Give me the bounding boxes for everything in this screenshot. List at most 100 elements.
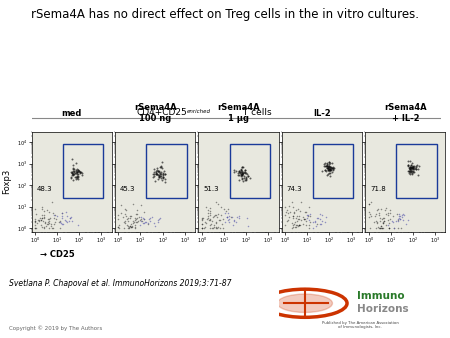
Point [395,213,402,219]
Point [137,216,144,222]
Point [326,167,333,172]
Point [242,170,249,175]
Point [198,225,205,231]
Point [316,211,323,217]
Point [297,209,304,214]
Point [235,170,243,175]
Point [206,217,213,222]
Point [217,204,225,209]
Point [75,168,82,173]
Point [68,170,75,176]
Point [370,220,377,225]
Point [115,225,122,230]
Point [410,165,417,170]
Point [131,217,138,223]
Point [40,218,47,224]
Text: rSema4A: rSema4A [384,102,427,112]
Point [207,208,214,213]
Point [321,164,328,169]
Point [145,221,152,227]
Point [131,225,139,231]
Point [152,171,159,176]
Point [302,218,309,224]
Point [73,169,80,174]
Point [156,170,163,176]
Point [365,201,372,206]
Point [371,214,378,219]
Point [306,204,313,210]
Point [239,164,246,170]
Point [37,218,44,223]
Point [322,169,329,174]
Point [289,204,297,210]
Point [282,222,289,227]
Point [390,219,397,225]
Point [326,173,333,178]
Point [153,169,160,174]
Point [410,163,417,168]
Point [328,169,335,174]
Point [36,215,44,220]
Point [325,166,333,171]
Point [325,164,333,169]
Text: IL-2: IL-2 [313,109,331,118]
Point [324,165,331,170]
Point [324,164,332,169]
Point [235,213,243,219]
Point [206,213,213,218]
Point [75,176,82,182]
Point [408,163,415,168]
Point [391,225,398,231]
Point [230,217,237,222]
Point [379,220,387,226]
Point [326,160,333,165]
Point [146,218,153,223]
Point [409,165,416,170]
Point [41,215,48,221]
Point [68,170,75,175]
Point [153,165,160,170]
Point [70,167,77,172]
Point [121,220,128,226]
Point [396,211,403,217]
Point [241,167,248,172]
Point [70,169,77,174]
Point [40,225,47,231]
Point [297,200,304,205]
Bar [230,144,270,198]
Point [306,212,314,217]
Bar [63,144,103,198]
Point [234,171,242,176]
Point [42,221,49,226]
Point [297,218,305,223]
Point [289,224,297,230]
Point [150,169,158,175]
Text: Horizons: Horizons [357,304,409,314]
Point [66,215,73,221]
Point [160,168,167,174]
Point [162,172,169,177]
Point [210,224,217,230]
Point [157,171,164,176]
Point [414,167,421,172]
Point [380,219,387,225]
Point [399,213,406,218]
Point [220,225,227,231]
Point [78,172,85,178]
Point [160,172,167,177]
Point [71,168,78,174]
Point [295,217,302,222]
Point [63,219,70,224]
Point [315,215,322,220]
Point [151,173,158,179]
Point [198,222,205,227]
Point [410,164,417,169]
Point [376,211,383,216]
Point [328,166,336,171]
Point [413,162,420,167]
Point [32,225,39,231]
Point [322,214,329,219]
Point [374,219,381,224]
Point [376,216,383,221]
Point [50,211,57,216]
